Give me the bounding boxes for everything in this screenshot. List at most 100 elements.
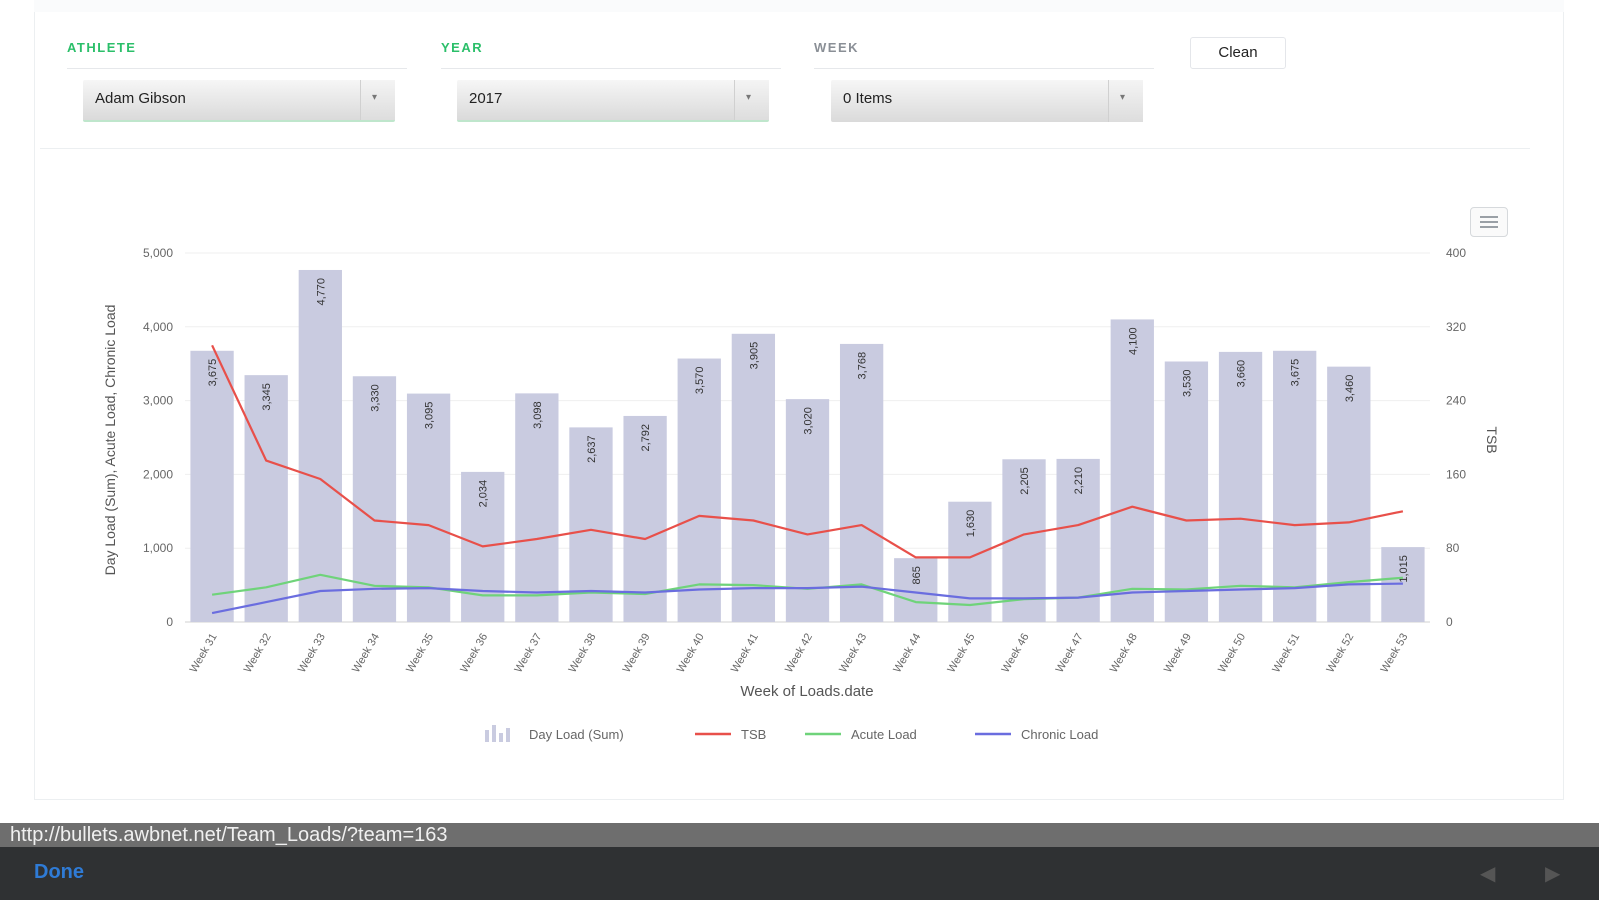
legend-bar-swatch (499, 733, 503, 742)
bar-data-label: 3,905 (748, 342, 760, 370)
bar-data-label: 2,637 (586, 435, 598, 463)
bar (190, 350, 234, 622)
bar (677, 358, 721, 622)
x-tick-label: Week 46 (1000, 632, 1032, 675)
x-tick-label: Week 39 (621, 632, 653, 675)
load-chart: 3,675 3,345 4,770 3,330 3,095 2,034 3,098 2,637… (102, 246, 1500, 742)
bar-series: 3,675 3,345 4,770 3,330 3,095 2,034 3,098 2,637… (190, 269, 1425, 622)
back-arrow-icon[interactable]: ◀ (1480, 863, 1496, 885)
legend-label: Day Load (Sum) (529, 727, 624, 742)
bar (298, 269, 342, 622)
line-series (211, 344, 1404, 615)
x-tick-label: Week 32 (242, 632, 274, 675)
athlete-label: ATHLETE (67, 40, 137, 55)
menu-icon-line (1480, 226, 1498, 228)
chevron-down-icon: ▾ (1120, 92, 1126, 103)
browser-toolbar: Done ◀ ▶ (0, 847, 1599, 900)
x-axis-title: Week of Loads.date (740, 683, 873, 700)
x-tick-label: Week 43 (837, 632, 869, 675)
bar-data-label: 2,205 (1019, 467, 1031, 495)
bar-data-label: 3,020 (803, 407, 815, 435)
bar (352, 376, 397, 622)
y-tick-label: 4,000 (143, 320, 173, 334)
bar-data-label: 2,034 (478, 480, 490, 508)
legend-bar-swatch (506, 728, 510, 742)
bar-data-label: 3,660 (1236, 360, 1248, 388)
bar (731, 333, 776, 622)
y2-tick-label: 160 (1446, 467, 1466, 481)
chart-menu-button[interactable] (1470, 207, 1508, 237)
forward-arrow-icon[interactable]: ▶ (1545, 863, 1561, 885)
y-tick-label: 3,000 (143, 394, 173, 408)
x-tick-label: Week 48 (1108, 632, 1140, 675)
status-bar: http://bullets.awbnet.net/Team_Loads/?te… (0, 823, 1599, 847)
week-select[interactable]: 0 Items ▾ (831, 80, 1143, 122)
menu-icon (1480, 216, 1498, 218)
y2-tick-label: 400 (1446, 246, 1466, 260)
filter-separator (40, 148, 1530, 149)
year-select-value: 2017 (469, 90, 503, 107)
x-tick-label: Week 38 (567, 632, 599, 675)
x-tick-label: Week 53 (1379, 632, 1411, 675)
bar (569, 427, 613, 622)
legend-label: TSB (741, 727, 766, 742)
x-tick-label: Week 36 (458, 632, 490, 675)
bar-data-label: 1,015 (1398, 555, 1410, 583)
bar (515, 393, 559, 622)
bar-data-label: 3,345 (261, 383, 273, 411)
bar (406, 393, 451, 622)
series-line-chronic-load (211, 582, 1403, 615)
y-tick-label: 1,000 (143, 541, 173, 555)
week-filter: WEEK (814, 40, 1154, 69)
athlete-select[interactable]: Adam Gibson ▾ (83, 80, 395, 122)
y-tick-label: 5,000 (143, 246, 173, 260)
x-tick-label: Week 35 (404, 632, 436, 675)
y2-tick-label: 0 (1446, 615, 1453, 629)
x-tick-label: Week 51 (1270, 632, 1302, 675)
x-tick-label: Week 40 (675, 632, 707, 675)
bar-data-label: 3,460 (1344, 375, 1356, 403)
y-axis-title: Day Load (Sum), Acute Load, Chronic Load (102, 305, 118, 576)
legend-bar-swatch (492, 725, 496, 742)
bar-data-label: 3,675 (1290, 359, 1302, 387)
x-tick-label: Week 37 (512, 632, 544, 675)
bar (1273, 350, 1317, 622)
bar (1218, 351, 1263, 622)
bar-data-label: 3,530 (1181, 369, 1193, 397)
bar-data-label: 4,100 (1127, 327, 1139, 355)
bar-data-label: 3,095 (424, 402, 436, 430)
legend-label: Acute Load (851, 727, 917, 742)
bar (839, 343, 884, 622)
x-tick-label: Week 45 (945, 632, 977, 675)
bar-data-label: 3,768 (857, 352, 869, 380)
y2-tick-label: 240 (1446, 394, 1466, 408)
chevron-down-icon: ▾ (746, 92, 752, 103)
bar-data-label: 3,675 (207, 359, 219, 387)
x-tick-label: Week 49 (1162, 632, 1194, 675)
bar-data-label: 4,770 (315, 278, 327, 306)
athlete-label-rule (67, 68, 407, 69)
athlete-dropdown-button[interactable]: ▾ (360, 80, 395, 120)
x-tick-label: Week 31 (188, 632, 220, 675)
clean-button[interactable]: Clean (1190, 37, 1286, 69)
y2-axis-title: TSB (1484, 426, 1500, 453)
legend-label: Chronic Load (1021, 727, 1098, 742)
year-dropdown-button[interactable]: ▾ (734, 80, 769, 120)
bar-data-label: 3,098 (532, 401, 544, 429)
x-tick-label: Week 42 (783, 632, 815, 675)
year-label-rule (441, 68, 781, 69)
bar-data-label: 865 (911, 566, 923, 584)
year-select[interactable]: 2017 ▾ (457, 80, 769, 122)
week-label: WEEK (814, 40, 859, 55)
bar-data-label: 3,330 (369, 384, 381, 412)
y2-tick-label: 320 (1446, 320, 1466, 334)
bar (1327, 366, 1371, 622)
y-tick-label: 0 (166, 615, 173, 629)
y2-tick-label: 80 (1446, 541, 1460, 555)
week-label-rule (814, 68, 1154, 69)
week-dropdown-button[interactable]: ▾ (1108, 80, 1143, 122)
x-tick-label: Week 41 (729, 632, 761, 675)
done-button[interactable]: Done (34, 861, 84, 883)
bar (785, 399, 830, 622)
week-select-value: 0 Items (843, 90, 893, 107)
